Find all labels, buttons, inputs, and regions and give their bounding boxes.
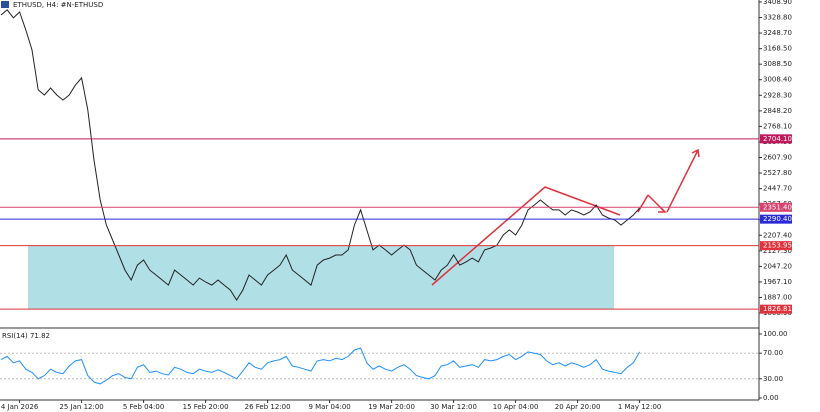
zone	[28, 245, 614, 310]
x-tick-label: 10 Apr 04:00	[493, 403, 539, 411]
y-tick-label: 2447.70	[763, 185, 792, 193]
arrow-head	[658, 206, 667, 213]
drawings	[431, 148, 700, 286]
level-label-box	[760, 214, 792, 224]
y-tick-label: 2768.10	[763, 122, 792, 130]
rsi-title: RSI(14) 71.82	[2, 332, 50, 340]
x-tick-label: 9 Mar 04:00	[308, 403, 350, 411]
level-label: 2704.10	[763, 135, 792, 143]
x-tick-label: 5 Feb 04:00	[123, 403, 164, 411]
y-tick-label: 3088.50	[763, 60, 792, 68]
y-tick-label: 3408.90	[763, 0, 792, 6]
trend-line	[431, 186, 621, 286]
x-tick-label: 15 Feb 20:00	[183, 403, 229, 411]
price-line	[0, 9, 640, 301]
x-tick-label: 26 Feb 12:00	[245, 403, 291, 411]
level-label: 2153.95	[763, 242, 792, 250]
price-line	[0, 347, 641, 385]
x-tick-label: 4 Jan 2026	[1, 403, 39, 411]
y-tick-label: 3008.40	[763, 76, 792, 84]
level-label: 1826.81	[763, 305, 792, 313]
arrow-head	[691, 148, 700, 158]
projection-arrow	[637, 194, 649, 213]
level-label-box	[760, 241, 792, 251]
y-tick-label: 1887.00	[763, 293, 792, 301]
x-tick-label: 25 Jan 12:00	[59, 403, 103, 411]
projection-arrow	[666, 149, 699, 213]
y-tick-label: 2047.20	[763, 262, 792, 270]
level-label-box	[760, 304, 792, 314]
y-tick-label: 2527.80	[763, 169, 792, 177]
y-tick-label: 2127.30	[763, 247, 792, 255]
y-tick-label: 3328.80	[763, 14, 792, 22]
y-tick-label: 30.00	[763, 375, 783, 383]
y-tick-label: 2607.90	[763, 153, 792, 161]
y-tick-label: 1967.10	[763, 278, 792, 286]
level-label: 2290.40	[763, 215, 792, 223]
x-tick-label: 20 Apr 20:00	[555, 403, 601, 411]
level-label: 2351.40	[763, 203, 792, 211]
x-tick-label: 30 Mar 12:00	[430, 403, 477, 411]
level-label-box	[760, 202, 792, 212]
y-tick-label: 2207.40	[763, 231, 792, 239]
y-tick-label: 3168.50	[763, 45, 792, 53]
y-tick-label: 2928.30	[763, 91, 792, 99]
x-tick-label: 19 Mar 20:00	[368, 403, 415, 411]
symbol-icon	[1, 1, 9, 8]
y-tick-label: 0.00	[763, 394, 779, 402]
y-tick-label: 100.00	[763, 330, 788, 338]
y-tick-label: 3248.70	[763, 29, 792, 37]
y-tick-label: 70.00	[763, 349, 783, 357]
chart-title: ETHUSD, H4: #N-ETHUSD	[13, 1, 103, 9]
y-tick-label: 2848.20	[763, 107, 792, 115]
level-label-box	[760, 134, 792, 144]
x-tick-label: 1 May 12:00	[618, 403, 662, 411]
